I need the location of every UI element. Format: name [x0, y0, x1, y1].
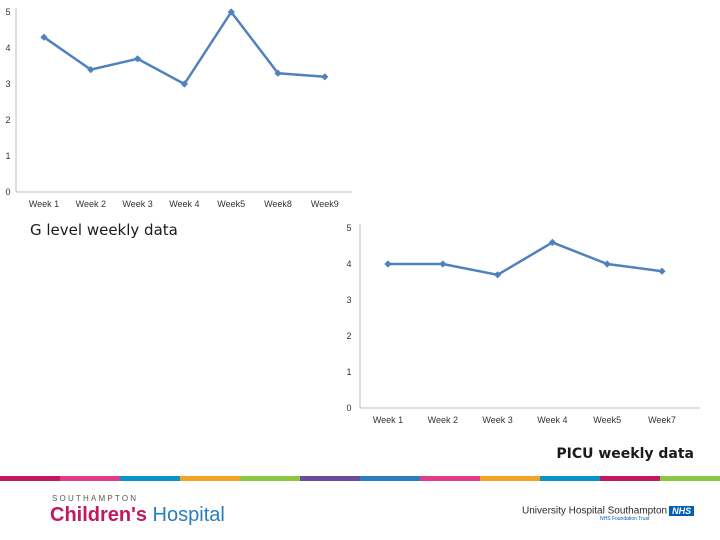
footer-color-bar [0, 476, 720, 481]
southampton-childrens-hospital-logo: SOUTHAMPTON Children's Hospital [50, 494, 230, 530]
data-point [494, 271, 502, 279]
x-tick-label: Week9 [311, 199, 339, 209]
data-point [180, 80, 188, 88]
logo-childrens-text: Children's [50, 504, 147, 526]
x-tick-label: Week 1 [29, 199, 59, 209]
y-tick-label: 5 [5, 7, 10, 17]
footer-color-segment [360, 476, 420, 481]
nhs-badge: NHS [669, 505, 695, 516]
footer-color-segment [660, 476, 720, 481]
logo-hospital-text: Hospital [147, 504, 225, 526]
data-point [134, 55, 142, 63]
x-tick-label: Week 3 [482, 415, 512, 425]
x-tick-label: Week 4 [537, 415, 567, 425]
data-point [439, 260, 447, 268]
data-point [548, 238, 556, 246]
chart-title-g-level: G level weekly data [30, 221, 178, 239]
footer-color-segment [540, 476, 600, 481]
footer-color-segment [180, 476, 240, 481]
y-tick-label: 0 [5, 187, 10, 197]
y-tick-label: 3 [346, 295, 351, 305]
x-tick-label: Week 2 [428, 415, 458, 425]
data-point [227, 8, 235, 16]
y-tick-label: 3 [5, 79, 10, 89]
footer-color-segment [240, 476, 300, 481]
data-point [321, 73, 329, 81]
footer-color-segment [60, 476, 120, 481]
x-tick-label: Week 4 [169, 199, 199, 209]
x-tick-label: Week7 [648, 415, 676, 425]
x-tick-label: Week5 [593, 415, 621, 425]
footer-color-segment [300, 476, 360, 481]
y-tick-label: 2 [346, 331, 351, 341]
x-tick-label: Week 3 [122, 199, 152, 209]
data-point [603, 260, 611, 268]
data-point [658, 267, 666, 275]
logo-university-hospital-text: University Hospital Southampton [522, 505, 668, 517]
data-point [87, 66, 95, 74]
footer-color-segment [420, 476, 480, 481]
x-tick-label: Week 2 [76, 199, 106, 209]
chart-title-picu: PICU weekly data [556, 446, 694, 462]
data-point [274, 69, 282, 77]
footer-color-segment [0, 476, 60, 481]
logo-southampton-text: SOUTHAMPTON [52, 494, 139, 503]
footer-color-segment [120, 476, 180, 481]
series-line [388, 241, 663, 277]
data-point [40, 33, 48, 41]
x-tick-label: Week5 [217, 199, 245, 209]
x-tick-label: Week8 [264, 199, 292, 209]
y-tick-label: 2 [5, 115, 10, 125]
y-tick-label: 1 [5, 151, 10, 161]
y-tick-label: 4 [5, 43, 10, 53]
data-point [384, 260, 392, 268]
y-tick-label: 4 [346, 259, 351, 269]
y-tick-label: 0 [346, 403, 351, 413]
y-tick-label: 1 [346, 367, 351, 377]
y-tick-label: 5 [346, 223, 351, 233]
x-tick-label: Week 1 [373, 415, 403, 425]
university-hospital-logo: University Hospital Southampton NHS NHS F… [522, 502, 702, 528]
footer-color-segment [480, 476, 540, 481]
footer-color-segment [600, 476, 660, 481]
logo-trust-text: NHS Foundation Trust [600, 516, 650, 522]
